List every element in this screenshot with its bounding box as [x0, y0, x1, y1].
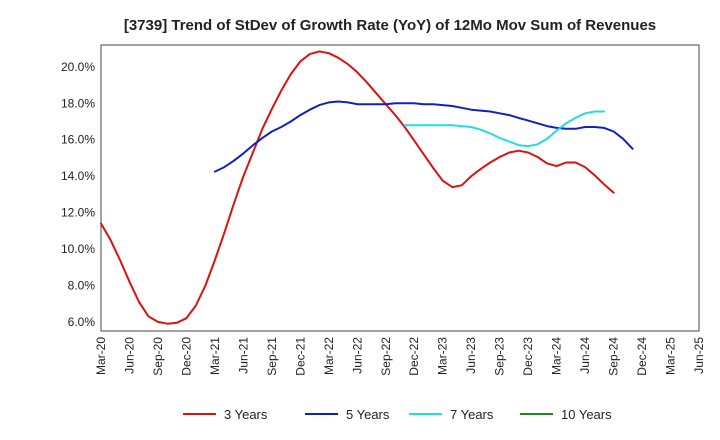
plot-frame [100, 44, 700, 332]
x-tick-label: Jun-25 [692, 337, 706, 374]
x-tick-label: Dec-22 [407, 337, 421, 376]
x-tick-label: Dec-21 [293, 337, 307, 376]
series-line-5-years [213, 100, 634, 173]
x-axis-ticks: Mar-20 Jun-20 Sep-20 Dec-20 Mar-21 Jun-21 Sep-… [94, 337, 706, 376]
y-tick-label: 12.0% [61, 206, 95, 220]
x-tick-label: Dec-20 [179, 337, 193, 376]
x-tick-label: Mar-25 [664, 337, 678, 375]
legend-label-3-years: 3 Years [224, 407, 268, 422]
series-lines [100, 50, 634, 325]
y-tick-label: 10.0% [61, 242, 95, 256]
legend-label-10-years: 10 Years [561, 407, 612, 422]
series-line-7-years [403, 110, 606, 148]
legend: 3 Years 5 Years 7 Years 10 Years [183, 407, 612, 422]
y-tick-label: 20.0% [61, 60, 95, 74]
x-tick-label: Jun-23 [464, 337, 478, 374]
x-tick-label: Mar-23 [436, 337, 450, 375]
y-tick-label: 6.0% [68, 315, 96, 329]
y-tick-label: 8.0% [68, 278, 96, 292]
x-tick-label: Mar-22 [322, 337, 336, 375]
legend-label-5-years: 5 Years [346, 407, 390, 422]
chart-title: [3739] Trend of StDev of Growth Rate (Yo… [124, 17, 656, 34]
y-tick-label: 16.0% [61, 133, 95, 147]
x-tick-label: Sep-24 [607, 337, 621, 376]
x-tick-label: Jun-21 [236, 337, 250, 374]
legend-label-7-years: 7 Years [450, 407, 494, 422]
x-tick-label: Sep-23 [493, 337, 507, 376]
x-tick-label: Dec-24 [635, 337, 649, 376]
x-tick-label: Jun-24 [578, 337, 592, 374]
x-tick-label: Jun-22 [350, 337, 364, 374]
x-tick-label: Mar-20 [94, 337, 108, 375]
y-axis-ticks: 6.0% 8.0% 10.0% 12.0% 14.0% 16.0% 18.0% 20.0% [61, 60, 95, 329]
x-tick-label: Sep-20 [151, 337, 165, 376]
x-tick-label: Sep-22 [379, 337, 393, 376]
x-tick-label: Dec-23 [521, 337, 535, 376]
x-tick-label: Mar-24 [550, 337, 564, 375]
x-tick-label: Sep-21 [265, 337, 279, 376]
axes [100, 44, 700, 332]
y-tick-label: 18.0% [61, 96, 95, 110]
series-line-3-years [100, 50, 615, 325]
x-tick-label: Jun-20 [122, 337, 136, 374]
x-tick-label: Mar-21 [208, 337, 222, 375]
y-tick-label: 14.0% [61, 169, 95, 183]
